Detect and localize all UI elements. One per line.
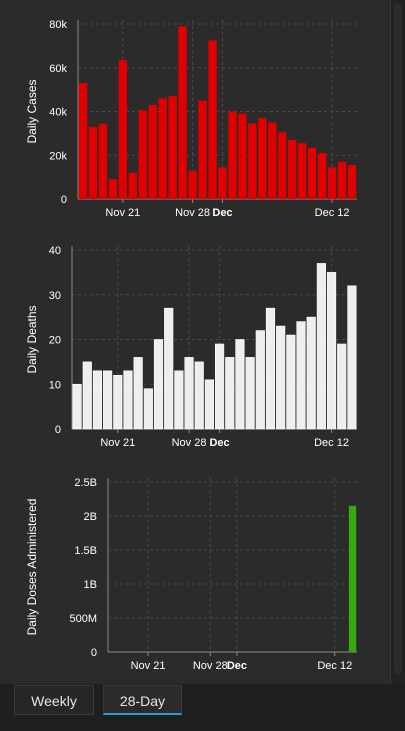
bar-cases-11[interactable]	[188, 170, 197, 199]
y-tick-label: 1.5B	[74, 545, 97, 557]
y-axis-title: Daily Cases	[25, 79, 39, 143]
y-tick-label: 1B	[84, 579, 97, 591]
bar-deaths-0[interactable]	[72, 383, 82, 430]
daily-deaths-chart: 0 10 20 30 40 Nov 21 Nov 28 Dec Dec 12 Daily Deat…	[25, 245, 357, 449]
bar-cases-1[interactable]	[88, 126, 98, 199]
y-tick-label: 0	[91, 647, 97, 659]
bar-deaths-25[interactable]	[326, 272, 337, 430]
bar-deaths-18[interactable]	[255, 330, 265, 430]
y-tick-label: 500M	[69, 613, 97, 625]
bar-deaths-24[interactable]	[316, 263, 326, 430]
bar-cases-10[interactable]	[178, 26, 187, 199]
bar-cases-4[interactable]	[118, 60, 128, 199]
bar-deaths-5[interactable]	[123, 370, 133, 430]
bar-cases-7[interactable]	[148, 104, 157, 199]
bar-cases-8[interactable]	[158, 98, 167, 199]
tab-28-day[interactable]: 28-Day	[103, 685, 182, 715]
bar-cases-12[interactable]	[198, 100, 207, 199]
bar-cases-0[interactable]	[78, 83, 88, 199]
bar-cases-27[interactable]	[347, 165, 357, 199]
bar-cases-22[interactable]	[298, 143, 307, 199]
daily-doses-chart: 0 500M 1B 1.5B 2B 2.5B Nov 21 Nov 28 Dec Dec 12 Da…	[25, 477, 357, 672]
bar-cases-25[interactable]	[327, 167, 337, 199]
bar-cases-19[interactable]	[268, 122, 277, 199]
x-tick-label: Dec	[227, 660, 247, 672]
bar-deaths-23[interactable]	[306, 316, 316, 430]
bar-cases-3[interactable]	[108, 179, 118, 199]
y-tick-label: 80k	[49, 19, 67, 31]
bar-deaths-2[interactable]	[92, 370, 103, 430]
bar-deaths-13[interactable]	[204, 379, 215, 430]
bar-deaths-6[interactable]	[133, 357, 143, 430]
bar-deaths-21[interactable]	[286, 334, 296, 430]
bar-deaths-17[interactable]	[245, 357, 255, 430]
x-tick-label: Dec	[212, 207, 232, 219]
y-tick-label: 0	[55, 424, 61, 436]
y-tick-label: 2.5B	[74, 477, 97, 489]
bar-cases-13[interactable]	[208, 40, 217, 199]
x-tick-label: Dec 12	[314, 437, 349, 449]
bar-cases-6[interactable]	[138, 110, 147, 199]
x-tick-label: Nov 21	[105, 207, 140, 219]
bar-cases-9[interactable]	[168, 96, 177, 199]
bar-deaths-7[interactable]	[143, 388, 153, 430]
bar-deaths-26[interactable]	[337, 343, 347, 430]
x-tick-label: Nov 28	[175, 207, 210, 219]
bar-deaths-9[interactable]	[164, 307, 174, 430]
y-axis-title: Daily Deaths	[25, 305, 39, 373]
x-tick-label: Nov 28	[172, 437, 207, 449]
daily-cases-chart: 0 20k 40k 60k 80k Nov 21 Nov 28 Dec Dec 12 Daily …	[25, 19, 357, 219]
tab-weekly[interactable]: Weekly	[14, 685, 94, 715]
bar-deaths-12[interactable]	[194, 361, 204, 430]
bar-deaths-10[interactable]	[174, 370, 184, 430]
bar-doses-27[interactable]	[348, 505, 357, 652]
x-tick-label: Nov 21	[100, 437, 135, 449]
x-tick-label: Dec	[209, 437, 229, 449]
bar-cases-26[interactable]	[337, 161, 347, 199]
bar-deaths-14[interactable]	[215, 343, 225, 430]
y-tick-label: 10	[49, 379, 61, 391]
y-tick-label: 40	[49, 245, 61, 257]
bar-cases-2[interactable]	[98, 123, 108, 199]
scrollbar-thumb[interactable]	[394, 4, 402, 674]
bar-cases-16[interactable]	[238, 113, 247, 199]
y-tick-label: 2B	[84, 511, 97, 523]
bar-cases-21[interactable]	[288, 139, 297, 199]
y-tick-label: 20	[49, 335, 61, 347]
bar-cases-24[interactable]	[317, 153, 327, 199]
y-tick-label: 30	[49, 290, 61, 302]
y-tick-label: 40k	[49, 107, 67, 119]
y-tick-label: 20k	[49, 150, 67, 162]
bar-cases-20[interactable]	[278, 132, 287, 199]
bar-deaths-8[interactable]	[153, 339, 164, 430]
bar-deaths-16[interactable]	[235, 339, 245, 430]
bar-cases-15[interactable]	[228, 111, 237, 200]
bar-deaths-1[interactable]	[82, 361, 92, 430]
x-tick-label: Dec 12	[315, 207, 350, 219]
bar-deaths-27[interactable]	[347, 285, 357, 430]
bar-deaths-15[interactable]	[225, 357, 235, 430]
bar-deaths-20[interactable]	[276, 325, 286, 430]
bar-deaths-19[interactable]	[265, 307, 276, 430]
bar-cases-14[interactable]	[218, 167, 227, 199]
y-tick-label: 60k	[49, 63, 67, 75]
bar-deaths-3[interactable]	[103, 370, 113, 430]
bar-deaths-22[interactable]	[296, 321, 306, 430]
x-tick-label: Nov 21	[131, 660, 166, 672]
bar-cases-23[interactable]	[307, 147, 317, 199]
bar-deaths-11[interactable]	[184, 357, 194, 430]
x-tick-label: Nov 28	[193, 660, 228, 672]
bar-cases-5[interactable]	[128, 172, 137, 199]
bar-cases-18[interactable]	[258, 118, 267, 199]
bar-deaths-4[interactable]	[113, 375, 123, 430]
x-tick-label: Dec 12	[317, 660, 352, 672]
y-tick-label: 0	[61, 194, 67, 206]
charts-panel: 0 20k 40k 60k 80k Nov 21 Nov 28 Dec Dec 12 Daily …	[0, 0, 391, 684]
y-axis-title: Daily Doses Administered	[25, 499, 39, 636]
bar-cases-17[interactable]	[248, 123, 257, 199]
